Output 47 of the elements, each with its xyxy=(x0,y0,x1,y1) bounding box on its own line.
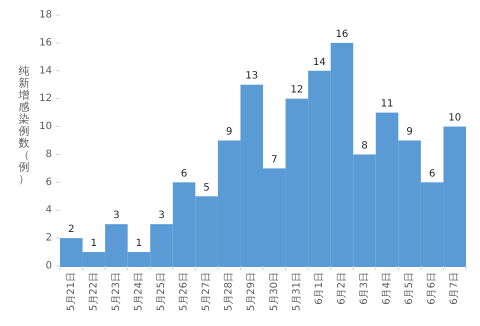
x-tick-label: 6月2日 xyxy=(336,272,348,305)
y-tick-label: 8 xyxy=(46,148,52,160)
x-tick-label: 6月7日 xyxy=(449,272,460,305)
x-tick-label: 5月30日 xyxy=(268,272,280,312)
x-tick-label: 6月1日 xyxy=(314,272,325,305)
data-label: 6 xyxy=(180,168,188,180)
data-label: 1 xyxy=(90,238,98,250)
data-label: 14 xyxy=(313,56,326,68)
x-tick-label: 5月23日 xyxy=(110,272,122,312)
data-label: 9 xyxy=(226,126,232,138)
y-tick-label: 16 xyxy=(39,37,52,48)
x-tick-label: 6月5日 xyxy=(404,272,416,305)
y-tick-label: 14 xyxy=(39,65,52,76)
data-label: 11 xyxy=(380,98,394,110)
y-tick-label: 12 xyxy=(39,93,52,104)
y-tick-label: 10 xyxy=(39,121,52,132)
text: 纯新增感染例数（例） xyxy=(18,64,30,186)
x-tick-label: 5月25日 xyxy=(156,272,167,312)
y-tick-label: 18 xyxy=(39,10,52,20)
x-tick-label: 5月28日 xyxy=(224,272,235,312)
y-tick-label: 2 xyxy=(46,232,52,244)
data-label: 1 xyxy=(136,238,142,250)
x-tick-label: 5月29日 xyxy=(246,272,258,312)
x-tick-label: 5月27日 xyxy=(201,272,212,312)
x-tick-label: 6月6日 xyxy=(426,272,438,305)
data-label: 9 xyxy=(406,126,413,138)
data-label: 8 xyxy=(361,140,368,152)
x-tick-label: 5月21日 xyxy=(66,272,77,312)
data-label: 13 xyxy=(245,70,258,82)
data-label: 12 xyxy=(290,84,304,96)
data-label: 3 xyxy=(113,210,120,222)
x-tick-label: 5月26日 xyxy=(178,272,190,312)
data-label: 5 xyxy=(203,182,210,194)
data-label: 6 xyxy=(428,168,436,180)
x-tick-label: 5月24日 xyxy=(133,272,144,312)
x-tick-label: 6月3日 xyxy=(359,272,370,305)
data-label: 16 xyxy=(336,28,348,40)
data-label: 10 xyxy=(448,112,462,124)
data-label: 7 xyxy=(271,154,278,166)
y-tick-label: 0 xyxy=(46,260,52,272)
x-tick-label: 5月31日 xyxy=(291,272,302,312)
data-label: 3 xyxy=(158,210,165,222)
data-label: 2 xyxy=(68,224,74,236)
x-tick-label: 6月4日 xyxy=(382,272,393,305)
x-tick-label: 5月22日 xyxy=(88,272,100,312)
y-tick-label: 4 xyxy=(46,204,52,216)
y-tick-label: 6 xyxy=(46,176,52,188)
